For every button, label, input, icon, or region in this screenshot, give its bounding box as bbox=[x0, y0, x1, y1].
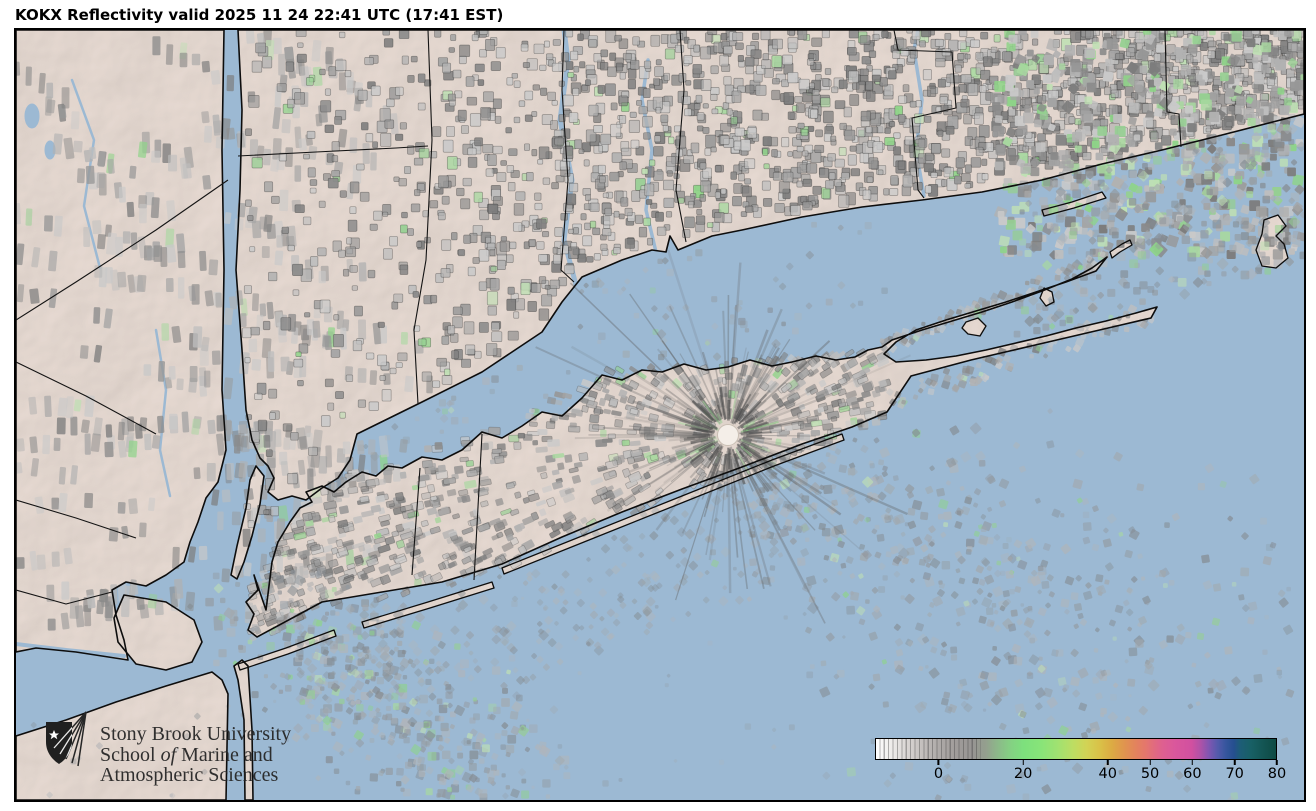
colorbar-tick: 20 bbox=[1014, 760, 1032, 782]
page-title: KOKX Reflectivity valid 2025 11 24 22:41… bbox=[15, 6, 504, 24]
colorbar-tick: 60 bbox=[1183, 760, 1202, 782]
colorbar-tick: 50 bbox=[1141, 760, 1159, 782]
reflectivity-colorbar: 0 20 40 50 60 70 80 bbox=[875, 738, 1286, 788]
colorbar-tick-label: 80 bbox=[1267, 766, 1287, 782]
colorbar-tick-label: 50 bbox=[1140, 766, 1160, 782]
colorbar-tick-label: 70 bbox=[1225, 766, 1244, 782]
colorbar-ticks: 0 20 40 50 60 70 80 bbox=[875, 760, 1286, 788]
colorbar-gradient bbox=[875, 738, 1277, 760]
colorbar-tick: 70 bbox=[1225, 760, 1244, 782]
colorbar-tick: 80 bbox=[1268, 760, 1286, 782]
radar-map-panel: Stony Brook University School of Marine … bbox=[14, 28, 1306, 802]
colorbar-tick-label: 40 bbox=[1098, 766, 1117, 782]
radar-map-image bbox=[16, 30, 1304, 800]
colorbar-tick: 0 bbox=[934, 760, 943, 782]
colorbar-tick-label: 20 bbox=[1013, 766, 1033, 782]
colorbar-tick-label: 60 bbox=[1183, 766, 1202, 782]
colorbar-tick-label: 0 bbox=[933, 766, 944, 782]
colorbar-tick: 40 bbox=[1099, 760, 1117, 782]
